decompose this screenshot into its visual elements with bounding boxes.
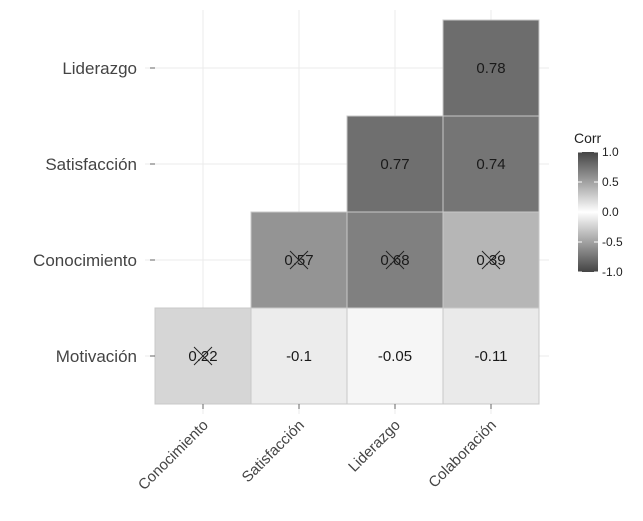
cell-value-label: -0.11	[474, 348, 507, 365]
legend-tick-label: -0.5	[602, 235, 623, 249]
heatmap-cells	[154, 19, 540, 405]
insignificant-cross-icon	[193, 346, 213, 366]
legend-tick-label: -1.0	[602, 265, 623, 279]
insignificant-cross-icon	[289, 250, 309, 270]
y-axis-label: Satisfacción	[45, 155, 137, 174]
y-axis-label: Motivación	[56, 347, 137, 366]
legend-title: Corr	[574, 130, 602, 146]
heatmap-cell	[250, 307, 348, 405]
legend-colorbar	[578, 152, 598, 272]
x-axis-label: Colaboración	[425, 417, 500, 492]
cell-value-label: 0.78	[476, 60, 505, 77]
cell-value-label: 0.74	[476, 156, 505, 173]
y-axis-label: Liderazgo	[62, 59, 137, 78]
cell-value-label: -0.1	[286, 348, 312, 365]
heatmap-cell	[346, 115, 444, 213]
legend-tick-label: 0.5	[602, 175, 619, 189]
heatmap-cell	[442, 19, 540, 117]
legend-tick-label: 0.0	[602, 205, 619, 219]
insignificant-cross-icon	[481, 250, 501, 270]
cell-value-label: -0.05	[378, 348, 412, 365]
y-axis-label: Conocimiento	[33, 251, 137, 270]
cell-value-label: 0.77	[380, 156, 409, 173]
heatmap-cell	[442, 115, 540, 213]
legend-tick-label: 1.0	[602, 145, 619, 159]
x-axis-label: Satisfacción	[239, 417, 308, 486]
x-axis-label: Conocimiento	[135, 417, 212, 494]
insignificant-cross-icon	[385, 250, 405, 270]
x-axis-label: Liderazgo	[345, 417, 404, 476]
heatmap-cell	[442, 307, 540, 405]
